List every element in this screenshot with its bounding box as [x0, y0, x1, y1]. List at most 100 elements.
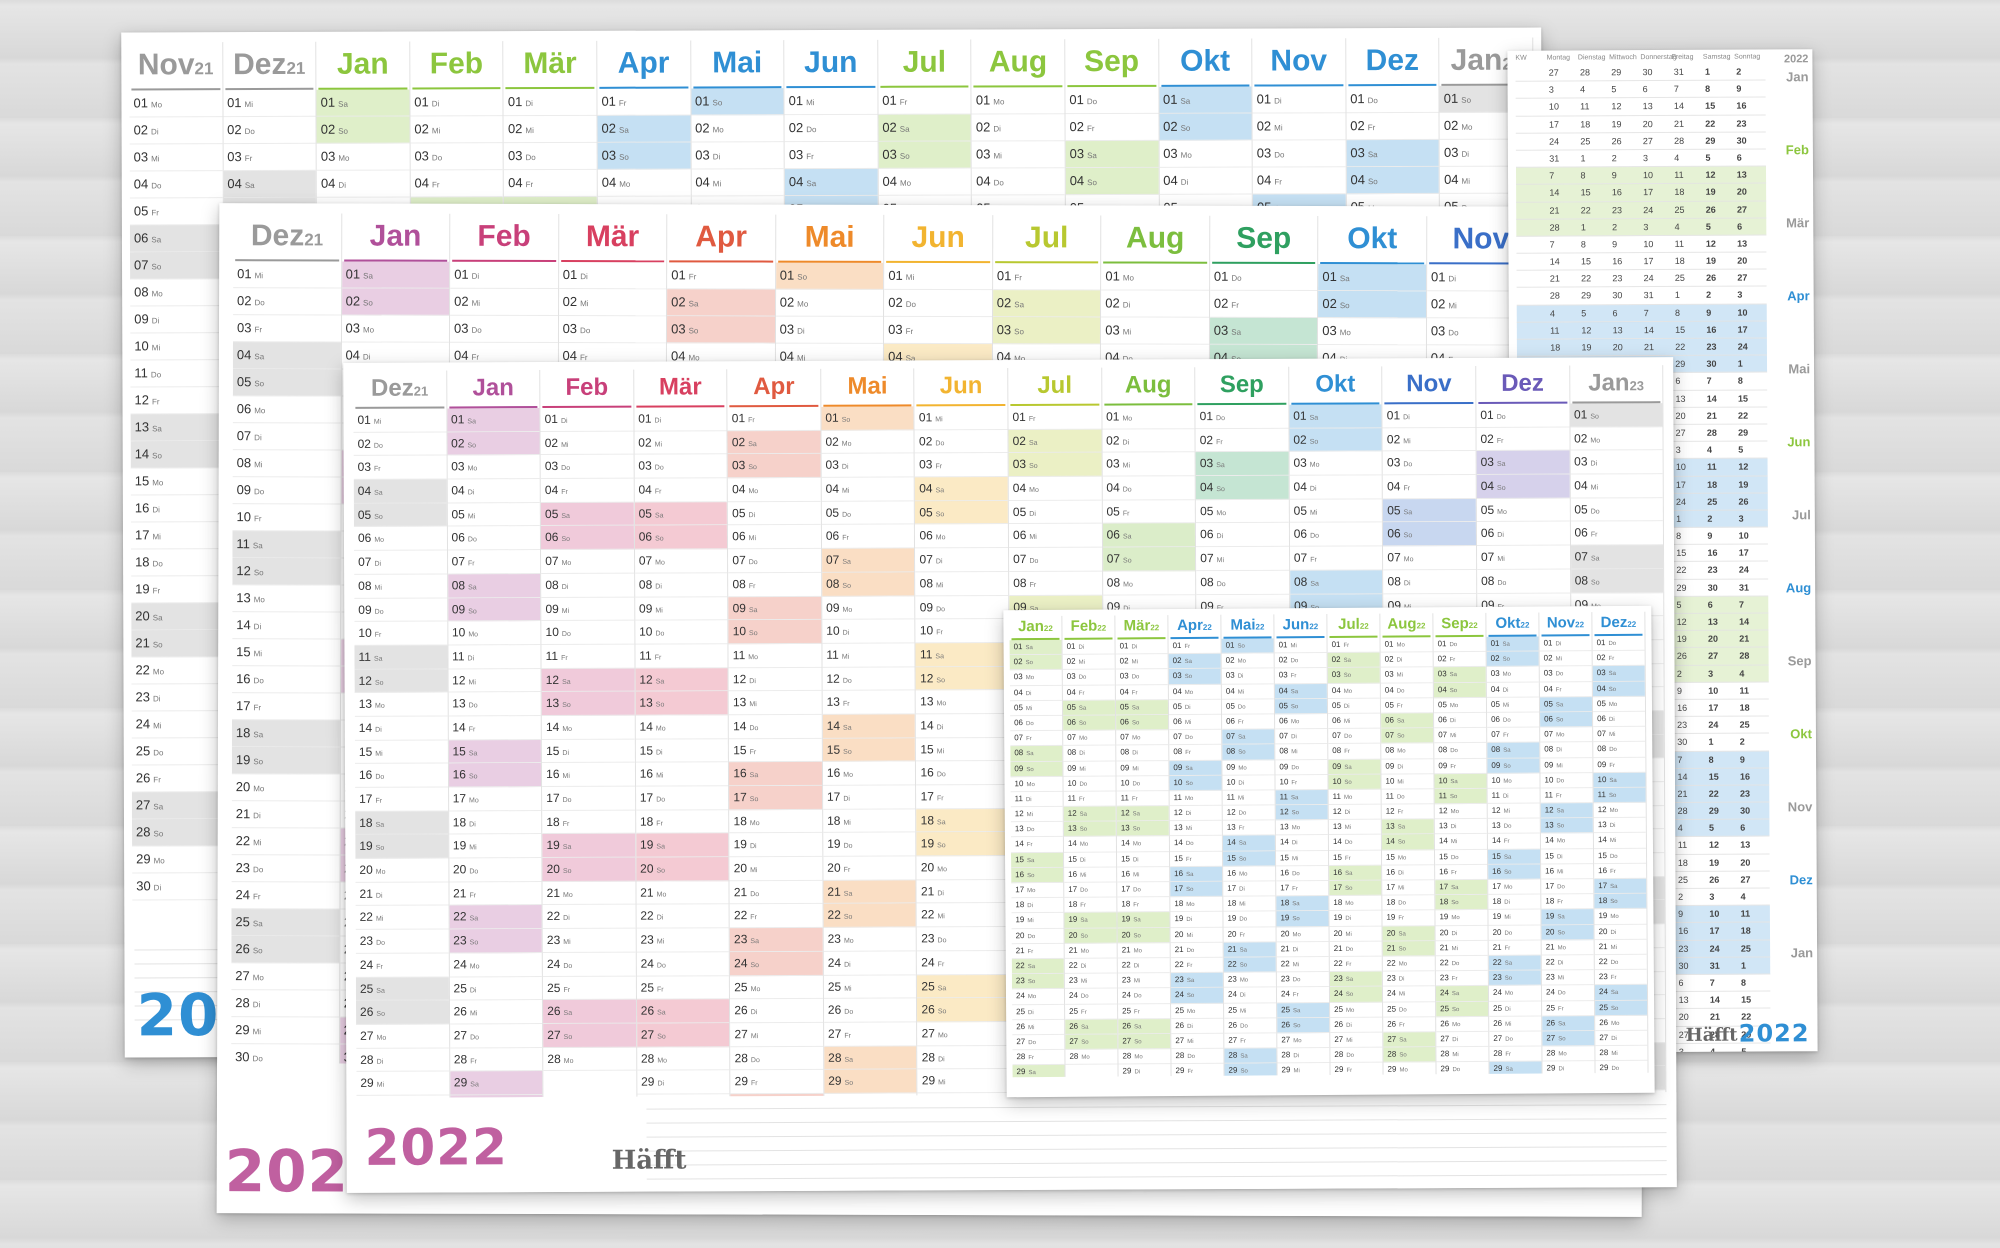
- weekday: Sa: [1081, 1024, 1089, 1031]
- day-number: 23: [235, 860, 251, 876]
- day-number: 26: [1069, 1021, 1079, 1031]
- day-number: 04: [320, 175, 336, 191]
- weekday: Sa: [376, 987, 385, 995]
- week-day: 10: [1675, 462, 1686, 473]
- day-number: 03: [1574, 454, 1588, 469]
- day-number: 02: [1012, 433, 1026, 448]
- day-number: 01: [918, 410, 933, 425]
- week-day: 7: [1643, 307, 1649, 318]
- weekday: Di: [1274, 96, 1282, 106]
- weekday: Mo: [619, 179, 631, 189]
- weekday: Do: [1216, 580, 1226, 588]
- weekday: So: [152, 451, 162, 461]
- day-number: 22: [235, 833, 251, 849]
- weekday: So: [1025, 660, 1033, 667]
- day-row: 02 So: [1289, 428, 1382, 453]
- weekday: Fr: [153, 775, 161, 785]
- day-number: 18: [359, 815, 373, 830]
- day-row: 03 Di: [1570, 450, 1663, 475]
- day-number: 05: [236, 374, 252, 390]
- day-number: 02: [1293, 432, 1307, 447]
- day-number: 06: [545, 530, 559, 545]
- weekday: Mi: [843, 819, 851, 827]
- day-number: 29: [828, 1073, 842, 1089]
- day-row: 02 Mi: [634, 430, 727, 456]
- weekday: Sa: [654, 512, 664, 520]
- day-number: 01: [888, 267, 903, 283]
- weekday: Fr: [253, 514, 262, 524]
- weekday: Fr: [1403, 485, 1411, 493]
- day-row: 02 Mi: [1062, 654, 1115, 671]
- day-row: 02 Di: [1102, 428, 1195, 453]
- day-number: 11: [452, 649, 465, 664]
- day-number: 02: [227, 122, 242, 138]
- day-number: 16: [1015, 869, 1025, 880]
- month-header: Feb: [542, 369, 632, 409]
- week-day: 20: [1675, 410, 1686, 421]
- day-number: 16: [920, 765, 934, 780]
- week-day: 12: [1611, 101, 1622, 112]
- day-row: 01 Mi: [233, 261, 341, 289]
- day-number: 06: [1387, 526, 1401, 541]
- day-number: 06: [1574, 525, 1588, 540]
- side-brand: Häfft: [1685, 1024, 1738, 1046]
- weekday: Di: [252, 1000, 261, 1010]
- day-number: 06: [919, 528, 933, 543]
- month-name: Apr: [617, 46, 670, 80]
- weekday: Do: [580, 326, 591, 336]
- day-row: 01 So: [775, 262, 884, 290]
- day-number: 28: [135, 824, 151, 840]
- day-number: 08: [638, 577, 653, 592]
- day-row: 01 Mi: [914, 406, 1008, 431]
- side-month-label: Jan: [1786, 69, 1809, 85]
- day-number: 03: [414, 148, 429, 164]
- weekday: Mi: [471, 298, 481, 308]
- weekday: Fr: [935, 463, 943, 471]
- weekday: Mo: [374, 537, 385, 545]
- week-day: 18: [1580, 118, 1591, 129]
- weekday: Mo: [1081, 1054, 1090, 1061]
- weekday: Fr: [1081, 1009, 1087, 1016]
- day-number: 03: [601, 147, 617, 163]
- weekday: So: [252, 946, 263, 956]
- weekday: Sa: [254, 352, 265, 362]
- day-number: 01: [544, 411, 558, 427]
- week-day: 28: [1739, 650, 1750, 661]
- weekday: Sa: [252, 919, 263, 929]
- weekday: Fr: [152, 586, 161, 596]
- day-number: 29: [1016, 1067, 1026, 1077]
- year-label: 2022: [364, 1118, 508, 1177]
- day-row: 01 Mi: [353, 408, 447, 433]
- weekday: Sa: [1122, 533, 1132, 541]
- weekday: Mi: [561, 607, 570, 615]
- week-day: 19: [1611, 118, 1622, 129]
- day-number: 06: [1120, 717, 1130, 727]
- day-number: 03: [562, 321, 578, 337]
- day-number: 16: [236, 671, 251, 687]
- weekday: So: [688, 326, 699, 336]
- day-row: 04 Mo: [878, 168, 972, 196]
- day-number: 02: [638, 435, 652, 450]
- weekday: Fr: [748, 582, 756, 590]
- day-number: 03: [1013, 672, 1023, 682]
